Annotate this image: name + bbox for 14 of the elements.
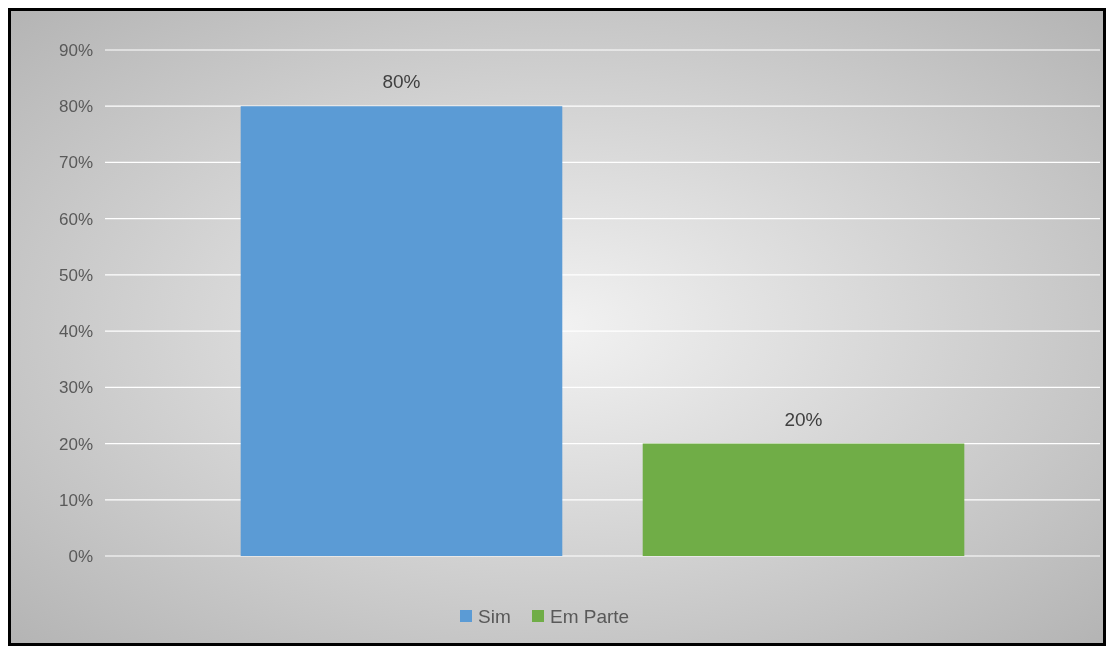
legend-label: Em Parte — [550, 605, 630, 627]
y-tick-label: 70% — [58, 153, 93, 173]
y-tick-label: 50% — [58, 265, 93, 285]
data-label: 80% — [382, 71, 421, 93]
y-tick-label: 60% — [58, 209, 93, 229]
y-tick-label: 90% — [58, 40, 93, 60]
y-tick-label: 0% — [68, 546, 93, 566]
y-tick-label: 80% — [58, 97, 93, 117]
legend-label: Sim — [478, 605, 511, 627]
y-tick-label: 20% — [58, 434, 93, 454]
y-tick-label: 40% — [58, 322, 93, 342]
y-tick-label: 10% — [58, 490, 93, 510]
data-label: 20% — [784, 408, 823, 430]
y-tick-label: 30% — [58, 378, 93, 398]
